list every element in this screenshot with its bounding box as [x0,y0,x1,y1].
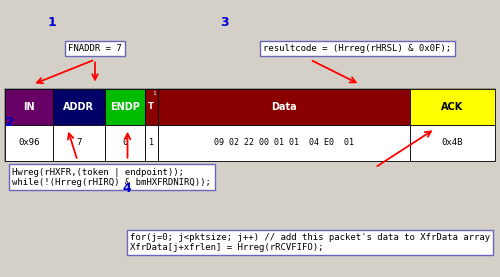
Text: 09 02 22 00 01 01  04 E0  01: 09 02 22 00 01 01 04 E0 01 [214,138,354,147]
Text: 2: 2 [5,116,14,129]
Text: for(j=0; j<pktsize; j++) // add this packet's data to XfrData array
XfrData[j+xf: for(j=0; j<pktsize; j++) // add this pac… [130,233,490,252]
Bar [145,89,158,125]
Text: Data: Data [271,102,296,112]
Text: ADDR: ADDR [63,102,94,112]
Bar [105,125,145,161]
Text: 3: 3 [220,16,228,29]
Bar [158,89,410,125]
Text: Hwreg(rHXFR,(token | endpoint));
while(!(Hrreg(rHIRQ) & bmHXFRDNIRQ));: Hwreg(rHXFR,(token | endpoint)); while(!… [12,168,211,187]
Text: ACK: ACK [442,102,464,112]
Text: FNADDR = 7: FNADDR = 7 [68,44,122,53]
Text: 0x96: 0x96 [18,138,40,147]
Bar [158,125,410,161]
Bar [105,89,145,125]
Text: 0: 0 [122,138,128,147]
Bar [410,89,495,125]
Text: resultcode = (Hrreg(rHRSL) & 0x0F);: resultcode = (Hrreg(rHRSL) & 0x0F); [264,44,452,53]
Text: 0x4B: 0x4B [442,138,463,147]
Bar [5,89,52,125]
Bar [5,125,52,161]
Bar [145,125,158,161]
Text: IN: IN [23,102,34,112]
Text: 4: 4 [122,182,131,195]
Bar [5,89,495,161]
Text: T: T [148,102,154,111]
Text: 1: 1 [48,16,56,29]
Bar [52,89,105,125]
Text: 7: 7 [76,138,82,147]
Bar [410,125,495,161]
Text: 1: 1 [152,91,156,96]
Text: ENDP: ENDP [110,102,140,112]
Text: 1: 1 [149,138,154,147]
Bar [52,125,105,161]
